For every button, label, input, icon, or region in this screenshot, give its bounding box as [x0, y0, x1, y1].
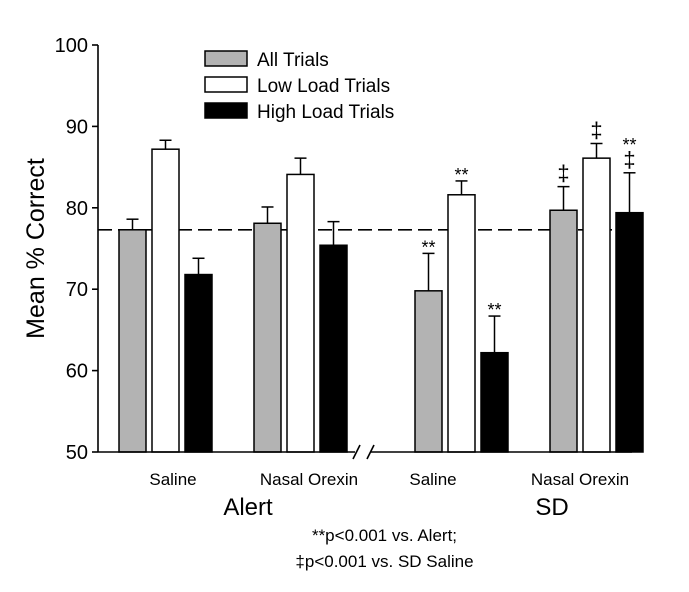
significance-marker: **	[454, 165, 468, 185]
group-label: SD	[535, 494, 568, 521]
x-tick-label: Saline	[149, 470, 196, 489]
significance-marker: ‡	[557, 161, 569, 186]
y-tick-label: 80	[66, 198, 88, 220]
significance-marker: **	[421, 237, 435, 257]
bar	[151, 148, 180, 453]
bar	[480, 351, 509, 453]
y-tick-label: 90	[66, 116, 88, 138]
significance-marker: **	[487, 300, 501, 320]
significance-marker: ‡	[590, 117, 602, 142]
bar	[319, 244, 348, 453]
axis-break-mark	[366, 444, 375, 460]
x-tick-label: Nasal Orexin	[260, 470, 358, 489]
bar	[447, 194, 476, 453]
y-tick-label: 100	[55, 35, 88, 57]
legend-swatch	[204, 76, 248, 93]
footnote-sd-saline: ‡p<0.001 vs. SD Saline	[295, 552, 474, 571]
y-tick-label: 50	[66, 442, 88, 464]
bar	[549, 209, 578, 453]
footnote-alert: **p<0.001 vs. Alert;	[311, 526, 458, 545]
legend-label: High Load Trials	[257, 102, 394, 123]
legend-swatch	[204, 50, 248, 67]
bar	[582, 157, 611, 453]
bar	[414, 290, 443, 453]
y-tick-label: 60	[66, 361, 88, 383]
legend-swatch	[204, 102, 248, 119]
group-label: Alert	[223, 494, 273, 521]
legend-label: Low Load Trials	[257, 76, 390, 97]
x-tick-label: Saline	[409, 470, 456, 489]
axis-break-mark	[352, 444, 361, 460]
significance-marker: ‡	[623, 147, 635, 172]
bar	[286, 173, 315, 453]
x-tick-label: Nasal Orexin	[531, 470, 629, 489]
bar	[184, 273, 213, 453]
y-axis-label: Mean % Correct	[22, 158, 50, 339]
legend-label: All Trials	[257, 50, 329, 71]
y-tick-label: 70	[66, 279, 88, 301]
significance-marker: **	[622, 135, 636, 155]
bar	[253, 222, 282, 453]
bar	[118, 229, 147, 453]
bar	[615, 211, 644, 453]
